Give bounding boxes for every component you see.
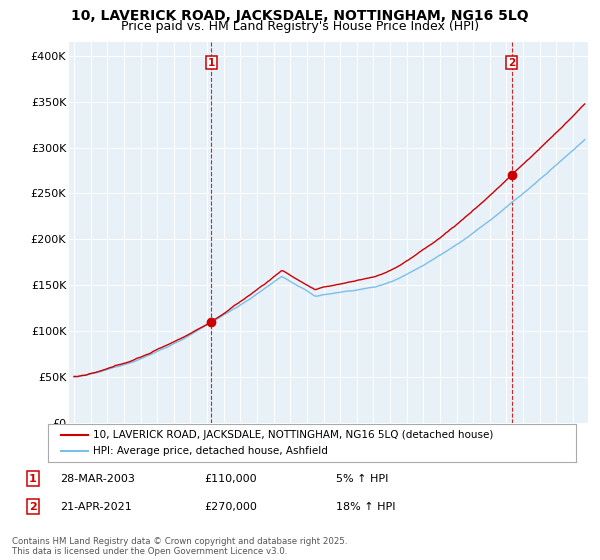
Text: 28-MAR-2003: 28-MAR-2003 — [60, 474, 135, 484]
Text: £110,000: £110,000 — [204, 474, 257, 484]
Text: HPI: Average price, detached house, Ashfield: HPI: Average price, detached house, Ashf… — [93, 446, 328, 456]
Text: 5% ↑ HPI: 5% ↑ HPI — [336, 474, 388, 484]
Text: 1: 1 — [29, 474, 37, 484]
Text: 18% ↑ HPI: 18% ↑ HPI — [336, 502, 395, 512]
Text: 2: 2 — [29, 502, 37, 512]
Text: 10, LAVERICK ROAD, JACKSDALE, NOTTINGHAM, NG16 5LQ: 10, LAVERICK ROAD, JACKSDALE, NOTTINGHAM… — [71, 9, 529, 23]
Text: 1: 1 — [208, 58, 215, 68]
Text: Price paid vs. HM Land Registry's House Price Index (HPI): Price paid vs. HM Land Registry's House … — [121, 20, 479, 32]
Text: 10, LAVERICK ROAD, JACKSDALE, NOTTINGHAM, NG16 5LQ (detached house): 10, LAVERICK ROAD, JACKSDALE, NOTTINGHAM… — [93, 430, 493, 440]
Text: 2: 2 — [508, 58, 515, 68]
Text: £270,000: £270,000 — [204, 502, 257, 512]
Text: Contains HM Land Registry data © Crown copyright and database right 2025.
This d: Contains HM Land Registry data © Crown c… — [12, 536, 347, 556]
Text: 21-APR-2021: 21-APR-2021 — [60, 502, 132, 512]
